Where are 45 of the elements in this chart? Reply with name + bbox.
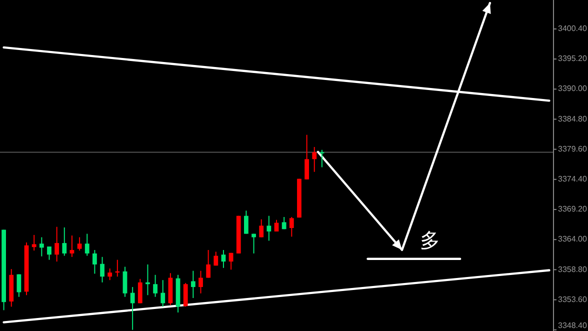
candlestick xyxy=(84,233,90,256)
candlestick xyxy=(47,246,52,260)
candlestick xyxy=(39,236,44,257)
candlestick xyxy=(244,210,248,234)
candlestick xyxy=(138,278,142,304)
y-tick-label: 3400.40 xyxy=(558,24,588,34)
candlestick xyxy=(266,215,272,242)
candlestick xyxy=(153,274,158,298)
candlestick xyxy=(259,218,264,238)
y-tick-label: 3379.60 xyxy=(558,144,588,154)
candlestick xyxy=(206,249,211,278)
candlestick xyxy=(214,251,218,266)
candlestick xyxy=(115,259,120,278)
candlestick xyxy=(221,249,226,268)
candlestick xyxy=(190,270,196,299)
candlestick xyxy=(198,270,203,294)
candlestick xyxy=(32,234,36,252)
candlestick xyxy=(54,226,60,262)
candlestick xyxy=(108,268,112,281)
candlestick xyxy=(70,235,74,258)
candlestick xyxy=(62,226,67,256)
candlestick xyxy=(282,216,286,230)
candlestick xyxy=(252,233,256,254)
annotation: 多 xyxy=(420,228,440,252)
y-tick-label: 3395.20 xyxy=(558,54,588,64)
candlestick xyxy=(130,286,135,330)
candlestick xyxy=(320,149,324,168)
candlestick xyxy=(160,280,166,308)
candlestick xyxy=(92,249,97,274)
y-tick-label: 3364.00 xyxy=(558,234,588,244)
candlestick xyxy=(304,134,309,180)
y-tick-label: 3358.80 xyxy=(558,264,588,274)
y-tick-label: 3353.60 xyxy=(558,294,588,304)
candlestick xyxy=(77,236,82,252)
candlestick xyxy=(183,282,188,308)
y-tick-label: 3348.40 xyxy=(558,321,588,330)
candlestick xyxy=(122,266,128,298)
candlestick xyxy=(312,146,317,172)
candlestick xyxy=(289,216,294,238)
candlestick xyxy=(100,256,104,283)
y-tick-label: 3390.00 xyxy=(558,84,588,94)
y-tick-label: 3369.20 xyxy=(558,204,588,214)
y-tick-label: 3384.80 xyxy=(558,114,588,124)
y-tick-label: 3374.40 xyxy=(558,174,588,184)
candlestick xyxy=(16,274,22,298)
